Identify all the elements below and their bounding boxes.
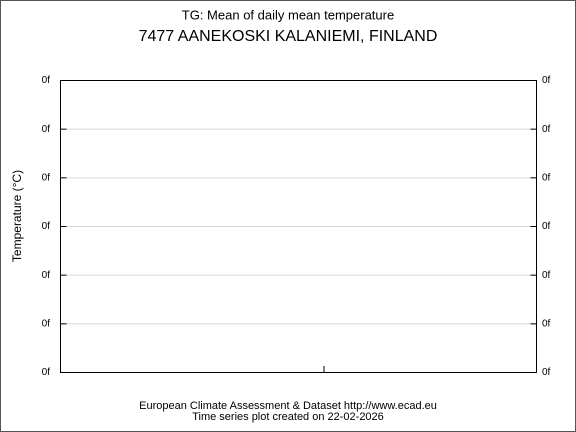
y-tick-label: 0f xyxy=(42,172,51,183)
y-tick-label: 0f xyxy=(42,367,51,378)
y-tick-label: 0f xyxy=(42,270,51,281)
y2-tick-label: 0f xyxy=(542,318,551,329)
footer: European Climate Assessment & Dataset ht… xyxy=(139,400,437,412)
y-tick-label: 0f xyxy=(42,221,51,232)
footer: Time series plot created on 22-02-2026 xyxy=(192,411,384,423)
y2-tick-label: 0f xyxy=(542,221,551,232)
y-tick-label: 0f xyxy=(42,318,51,329)
plot-border xyxy=(60,80,537,373)
y2-tick-label: 0f xyxy=(542,367,551,378)
chart-title: TG: Mean of daily mean temperature xyxy=(182,7,394,22)
y2-tick-label: 0f xyxy=(542,75,551,86)
y-axis-label: Temperature (°C) xyxy=(10,170,24,262)
y-tick-label: 0f xyxy=(42,124,51,135)
y2-tick-label: 0f xyxy=(542,172,551,183)
y2-tick-label: 0f xyxy=(542,124,551,135)
y-tick-label: 0f xyxy=(42,75,51,86)
chart-subtitle: 7477 AANEKOSKI KALANIEMI, FINLAND xyxy=(139,28,438,45)
y2-tick-label: 0f xyxy=(542,270,551,281)
